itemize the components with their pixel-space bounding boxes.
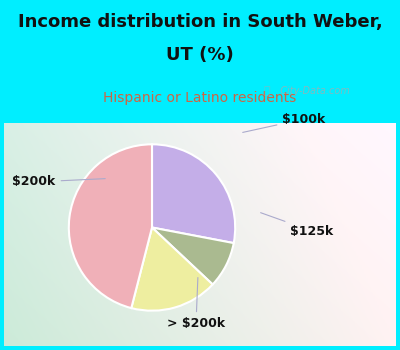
Text: UT (%): UT (%)	[166, 46, 234, 64]
Text: City-Data.com: City-Data.com	[274, 86, 350, 96]
Text: ⓠ: ⓠ	[264, 86, 270, 96]
Wedge shape	[152, 228, 234, 285]
Wedge shape	[131, 228, 213, 311]
Text: Income distribution in South Weber,: Income distribution in South Weber,	[18, 13, 382, 31]
Text: $100k: $100k	[243, 112, 326, 132]
Text: Hispanic or Latino residents: Hispanic or Latino residents	[103, 91, 297, 105]
Text: $200k: $200k	[12, 175, 105, 189]
Wedge shape	[152, 144, 235, 243]
Text: > $200k: > $200k	[167, 278, 225, 330]
Text: $125k: $125k	[261, 213, 334, 238]
Wedge shape	[69, 144, 152, 308]
